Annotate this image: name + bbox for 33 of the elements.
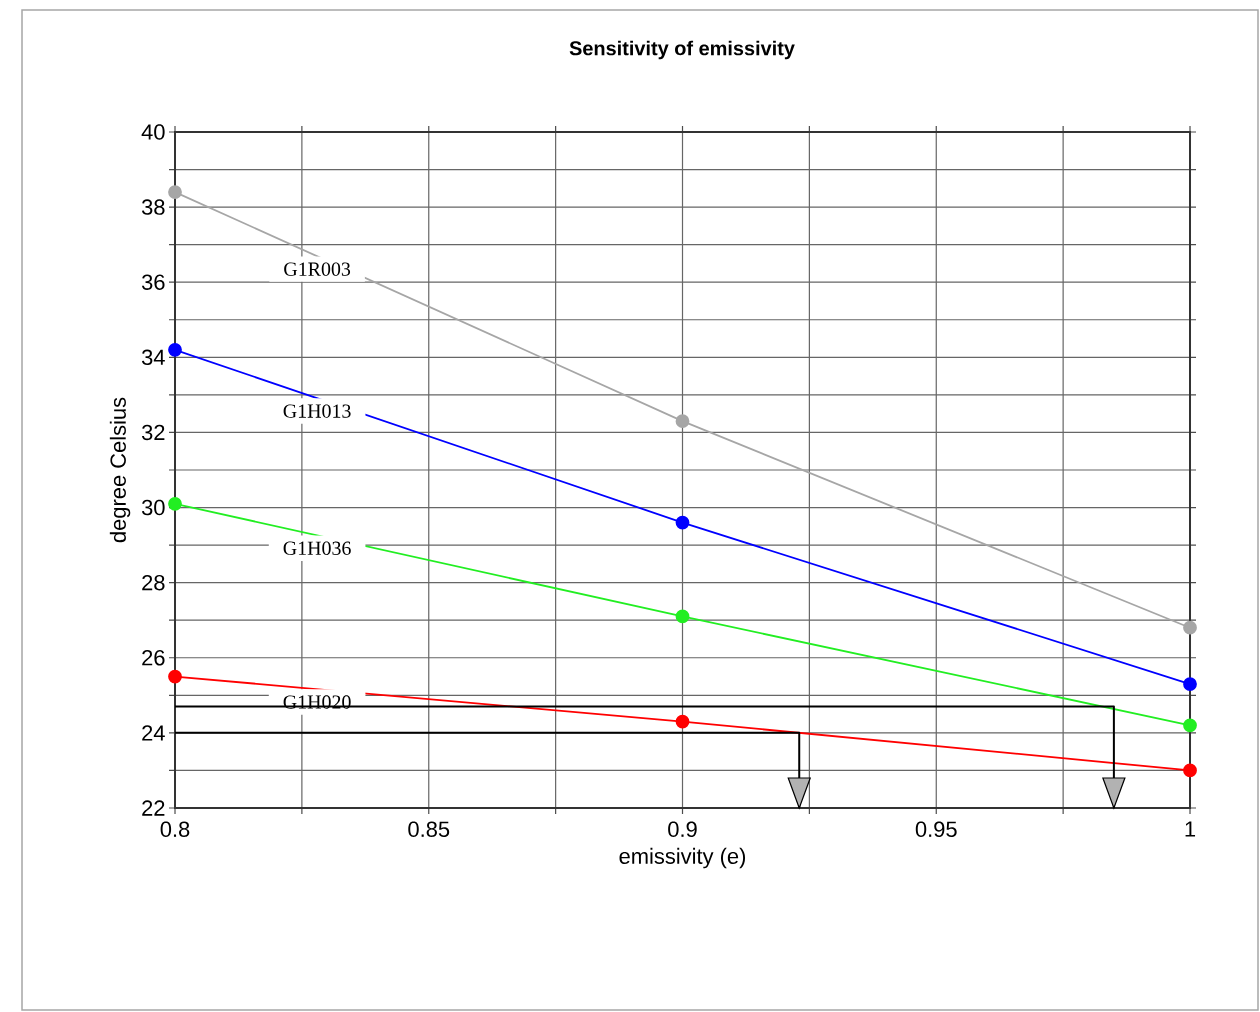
point	[1183, 718, 1197, 733]
y-tick-label: 34	[141, 349, 165, 366]
x-axis-title: emissivity (e)	[619, 847, 746, 869]
point	[675, 414, 690, 429]
y-tick-label: 24	[142, 725, 165, 741]
point	[168, 185, 182, 199]
y-tick-label: 26	[142, 649, 165, 666]
x-tick-label: 0.8	[160, 821, 190, 838]
point	[168, 669, 182, 684]
point	[675, 609, 690, 624]
point	[168, 342, 182, 357]
point	[675, 515, 690, 530]
x-tick-label: 0.95	[915, 821, 957, 838]
point	[1183, 763, 1197, 778]
y-tick-label: 30	[141, 499, 165, 516]
y-tick-label: 28	[142, 574, 165, 591]
series-label: G1H013	[283, 404, 351, 418]
point	[1183, 677, 1197, 691]
point	[168, 496, 182, 511]
chart-title: Sensitivity of emissivity	[569, 40, 795, 60]
series-label: G1H036	[283, 541, 351, 555]
x-tick-label: 0.9	[668, 821, 697, 838]
y-axis-title: degree Celsius	[109, 397, 131, 543]
y-tick-label: 36	[141, 274, 165, 290]
point	[675, 714, 690, 729]
x-tick-label: 1	[1185, 821, 1196, 837]
y-tick-label: 32	[141, 424, 165, 441]
point	[1183, 620, 1197, 635]
y-tick-label: 40	[141, 124, 165, 140]
x-tick-label: 0.85	[408, 821, 450, 838]
series-label: G1R003	[284, 262, 351, 276]
y-tick-label: 38	[141, 199, 165, 215]
y-tick-label: 22	[142, 800, 165, 816]
